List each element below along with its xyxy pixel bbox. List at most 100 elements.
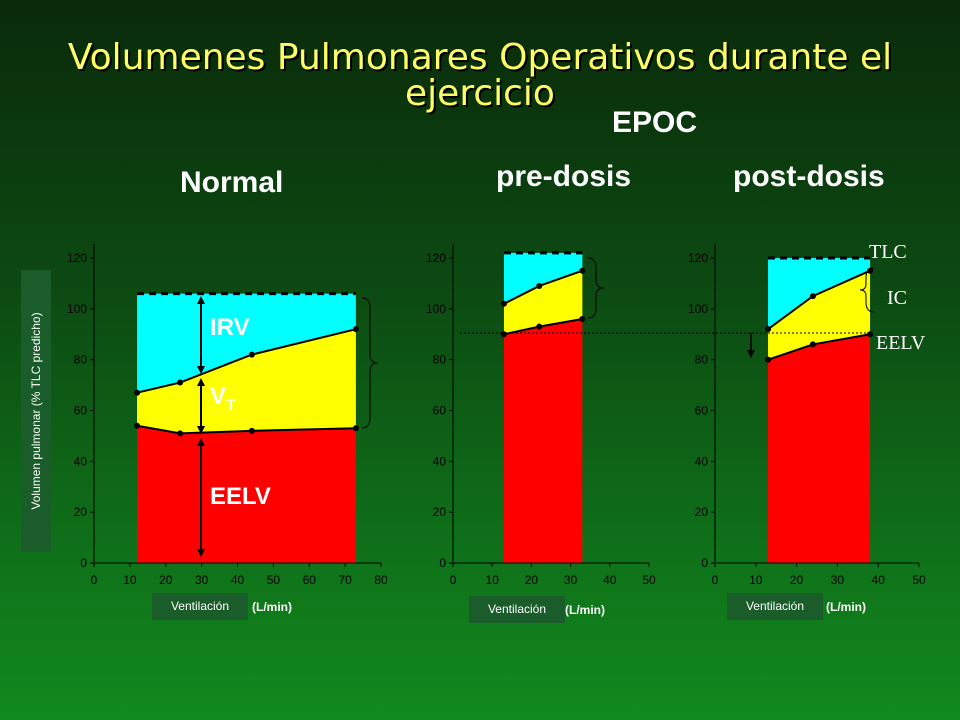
vt-point-2-0 — [765, 326, 772, 333]
x-tick-label-0-30: 30 — [195, 573, 209, 587]
ylabel-box — [21, 270, 51, 552]
eelv-point-1-0 — [500, 331, 507, 338]
irv-arrow-head-top — [197, 296, 205, 304]
ventilacion-box-1 — [469, 596, 565, 623]
shift-arrow-head — [747, 350, 755, 358]
y-tick-label-0-0: 0 — [80, 556, 87, 570]
slide-title: Volumenes Pulmonares Operativos durante … — [67, 37, 893, 114]
x-tick-label-0-50: 50 — [267, 573, 281, 587]
vt-point-0-3 — [352, 326, 359, 333]
y-tick-label-2-100: 100 — [688, 302, 708, 316]
eelv-point-1-1 — [536, 323, 543, 330]
x-tick-label-2-40: 40 — [872, 573, 886, 587]
x-axis-label-2: Ventilación — [746, 599, 804, 613]
x-tick-label-0-70: 70 — [338, 573, 352, 587]
y-tick-label-2-120: 120 — [688, 251, 708, 265]
y-tick-label-1-0: 0 — [439, 556, 446, 570]
eelv-point-2-0 — [765, 356, 772, 363]
eelv-point-2-2 — [867, 331, 874, 338]
eelv-point-1-2 — [579, 316, 586, 322]
irv-area-2 — [768, 258, 871, 330]
x-tick-label-1-0: 0 — [450, 573, 457, 587]
vt-point-2-1 — [809, 293, 816, 300]
irv-label: IRV — [210, 314, 250, 341]
x-tick-label-0-10: 10 — [123, 573, 137, 587]
y-tick-label-0-40: 40 — [74, 454, 88, 468]
y-tick-label-2-80: 80 — [695, 353, 709, 367]
y-tick-label-1-100: 100 — [426, 302, 446, 316]
vt-area-0 — [137, 329, 356, 434]
eelv-point-0-3 — [352, 425, 359, 432]
y-tick-label-0-80: 80 — [74, 353, 88, 367]
y-tick-label-0-20: 20 — [74, 505, 88, 519]
x-tick-label-2-50: 50 — [912, 573, 926, 587]
vt-area-1 — [503, 270, 583, 335]
pre-brace — [587, 257, 605, 319]
pre-dosis-label: pre-dosis — [496, 160, 632, 193]
x-tick-label-1-40: 40 — [603, 573, 617, 587]
y-tick-label-2-40: 40 — [695, 454, 709, 468]
y-tick-label-1-80: 80 — [433, 353, 447, 367]
x-tick-label-0-60: 60 — [303, 573, 317, 587]
x-tick-label-2-0: 0 — [712, 573, 719, 587]
vt-point-0-1 — [177, 379, 184, 386]
y-tick-label-1-120: 120 — [426, 251, 446, 265]
eelv-area-2 — [768, 334, 871, 563]
ic-label: IC — [887, 287, 907, 309]
eelv-post-label: EELV — [876, 332, 926, 354]
x-axis-unit-2: (L/min) — [826, 600, 866, 614]
eelv-line-0 — [136, 424, 356, 435]
x-tick-label-1-20: 20 — [525, 573, 539, 587]
vt-arrow-head-top — [197, 378, 205, 386]
x-tick-label-0-20: 20 — [159, 573, 173, 587]
eelv-point-0-2 — [248, 427, 255, 434]
x-axis-label-1: Ventilación — [488, 602, 546, 616]
tlc-label: TLC — [869, 241, 907, 263]
vt-point-1-1 — [536, 282, 543, 289]
ventilacion-box-0 — [152, 593, 248, 620]
vt-label: VT — [210, 383, 236, 414]
eelv-arrow-head-top — [197, 438, 205, 446]
x-tick-label-2-30: 30 — [831, 573, 845, 587]
y-tick-label-0-120: 120 — [67, 251, 87, 265]
vt-point-1-2 — [579, 267, 586, 274]
y-tick-label-2-60: 60 — [695, 404, 709, 418]
x-tick-label-2-10: 10 — [749, 573, 763, 587]
y-tick-label-1-60: 60 — [433, 404, 447, 418]
eelv-point-0-1 — [177, 430, 184, 437]
eelv-arrow-head-bottom — [197, 549, 205, 557]
eelv-point-2-1 — [809, 341, 816, 348]
y-tick-label-0-100: 100 — [67, 302, 87, 316]
irv-arrow-head-bottom — [197, 366, 205, 374]
vt-line-0 — [136, 328, 357, 394]
vt-point-0-0 — [134, 389, 141, 396]
x-axis-label-0: Ventilación — [171, 599, 229, 613]
irv-area-1 — [503, 252, 583, 304]
x-tick-label-0-40: 40 — [231, 573, 245, 587]
ic-brace — [859, 267, 875, 313]
y-tick-label-1-40: 40 — [433, 454, 447, 468]
y-tick-label-2-0: 0 — [701, 556, 708, 570]
x-tick-label-2-20: 20 — [790, 573, 804, 587]
x-tick-label-0-0: 0 — [91, 573, 98, 587]
epoc-label: EPOC — [612, 106, 698, 139]
x-tick-label-0-80: 80 — [374, 573, 388, 587]
y-tick-label-0-60: 60 — [74, 404, 88, 418]
x-tick-label-1-50: 50 — [642, 573, 656, 587]
vt-area-2 — [768, 270, 871, 360]
x-tick-label-1-10: 10 — [486, 573, 500, 587]
x-tick-label-1-30: 30 — [564, 573, 578, 587]
post-dosis-label: post-dosis — [733, 160, 885, 193]
vt-point-1-0 — [500, 300, 507, 307]
x-axis-unit-0: (L/min) — [252, 600, 292, 614]
eelv-label: EELV — [210, 483, 271, 510]
vt-arrow-head-bottom — [197, 426, 205, 434]
normal-brace — [361, 297, 379, 429]
y-axis-label: Volumen pulmonar (% TLC predicho) — [29, 312, 43, 509]
ventilacion-box-2 — [727, 593, 823, 620]
vt-point-0-2 — [248, 351, 255, 358]
eelv-area-1 — [503, 319, 583, 563]
eelv-point-0-0 — [134, 422, 141, 429]
eelv-area-0 — [137, 425, 356, 563]
